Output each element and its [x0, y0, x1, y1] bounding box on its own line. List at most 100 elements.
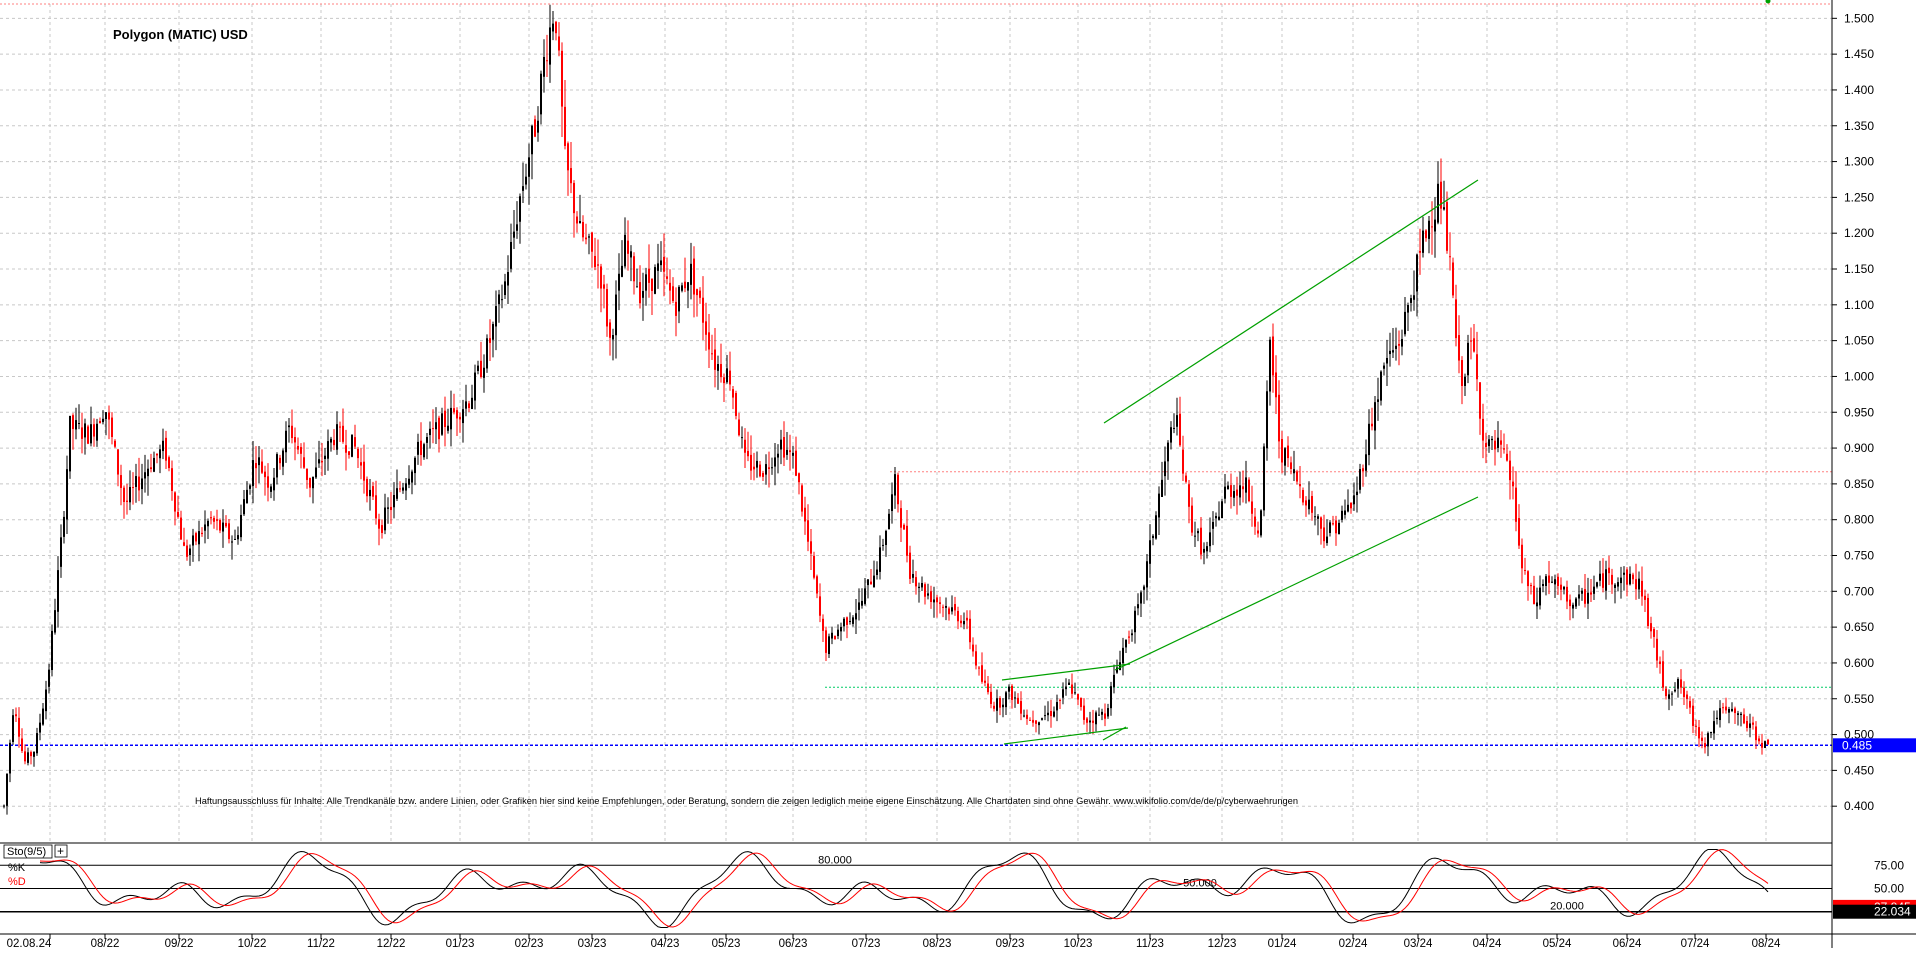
time-tick-label: 04/23: [651, 938, 680, 948]
candle-body: [1503, 448, 1505, 450]
candle-body: [1089, 720, 1091, 723]
candle-body: [927, 593, 929, 596]
candle-body: [864, 588, 866, 604]
candle-body: [1500, 440, 1502, 445]
price-tick-label: 0.950: [1844, 405, 1874, 419]
candle-body: [681, 285, 683, 291]
candle-body: [651, 278, 653, 291]
candle-body: [462, 409, 464, 424]
candle-body: [672, 286, 674, 302]
candle-body: [81, 427, 83, 439]
candle-body: [1362, 468, 1364, 472]
candle-body: [1446, 202, 1448, 251]
candle-body: [888, 513, 890, 530]
time-tick-label: 02/23: [515, 938, 544, 948]
candle-body: [105, 412, 107, 420]
candle-body: [1290, 462, 1292, 469]
candle-body: [1578, 594, 1580, 599]
candle-body: [270, 486, 272, 492]
candle-body: [312, 476, 314, 489]
candle-body: [1278, 394, 1280, 442]
candle-body: [1755, 726, 1757, 741]
candle-body: [1152, 535, 1154, 539]
candle-body: [21, 738, 23, 751]
candle-body: [1215, 516, 1217, 519]
candle-body: [1689, 701, 1691, 708]
candle-body: [147, 468, 149, 477]
candle-body: [534, 119, 536, 137]
candle-body: [306, 468, 308, 480]
price-tick-label: 0.600: [1844, 656, 1874, 670]
candle-body: [642, 291, 644, 298]
candle-body: [1032, 719, 1034, 723]
candle-body: [1548, 575, 1550, 583]
candle-body: [663, 256, 665, 272]
candle-body: [1572, 604, 1574, 609]
candle-body: [273, 477, 275, 491]
candle-body: [924, 584, 926, 597]
top-marker: [1765, 0, 1771, 4]
time-tick-label: 01/24: [1268, 938, 1297, 948]
candle-body: [1467, 342, 1469, 376]
candle-body: [99, 421, 101, 424]
candle-body: [612, 335, 614, 340]
candle-body: [198, 531, 200, 545]
candle-body: [633, 256, 635, 282]
candle-body: [45, 689, 47, 712]
candle-body: [357, 448, 359, 459]
candle-body: [969, 618, 971, 643]
candle-body: [1014, 697, 1016, 699]
candle-body: [1698, 727, 1700, 739]
candle-body: [87, 426, 89, 444]
candle-body: [1251, 501, 1253, 514]
time-tick-label: 05/24: [1543, 938, 1572, 948]
price-tick-label: 0.750: [1844, 549, 1874, 563]
candle-body: [1065, 686, 1067, 690]
candle-body: [828, 636, 830, 655]
candle-body: [1053, 711, 1055, 717]
osc-expand-box: [54, 844, 68, 858]
candle-body: [345, 445, 347, 453]
candle-body: [1566, 586, 1568, 602]
candle-body: [1377, 399, 1379, 402]
candle-body: [549, 27, 551, 65]
d-value-label: 22.034: [1874, 905, 1911, 919]
candle-body: [1314, 516, 1316, 518]
candle-body: [996, 698, 998, 711]
candle-body: [813, 555, 815, 578]
candle-body: [897, 474, 899, 505]
candle-body: [1092, 720, 1094, 723]
candle-body: [1200, 527, 1202, 555]
candle-body: [288, 425, 290, 428]
candle-body: [1458, 335, 1460, 361]
candle-body: [342, 425, 344, 442]
candle-body: [606, 289, 608, 327]
candle-body: [1683, 687, 1685, 697]
candle-body: [516, 224, 518, 231]
candle-body: [558, 36, 560, 51]
candle-body: [1143, 586, 1145, 590]
candle-body: [1236, 489, 1238, 496]
candle-body: [1530, 585, 1532, 587]
candle-body: [582, 222, 584, 238]
candle-body: [237, 535, 239, 540]
candle-body: [720, 364, 722, 378]
candle-body: [522, 186, 524, 191]
candle-body: [735, 393, 737, 416]
candle-body: [1035, 720, 1037, 724]
candle-body: [696, 289, 698, 296]
candle-body: [504, 281, 506, 296]
candle-body: [1350, 502, 1352, 509]
candle-body: [618, 273, 620, 291]
candle-body: [171, 468, 173, 491]
candle-body: [417, 441, 419, 455]
candle-body: [1209, 532, 1211, 547]
candle-body: [1119, 662, 1121, 670]
candle-body: [414, 457, 416, 474]
time-tick-label: 06/23: [779, 938, 808, 948]
candle-body: [744, 439, 746, 453]
candle-body: [1536, 602, 1538, 607]
candle-body: [36, 733, 38, 754]
candle-body: [951, 607, 953, 612]
